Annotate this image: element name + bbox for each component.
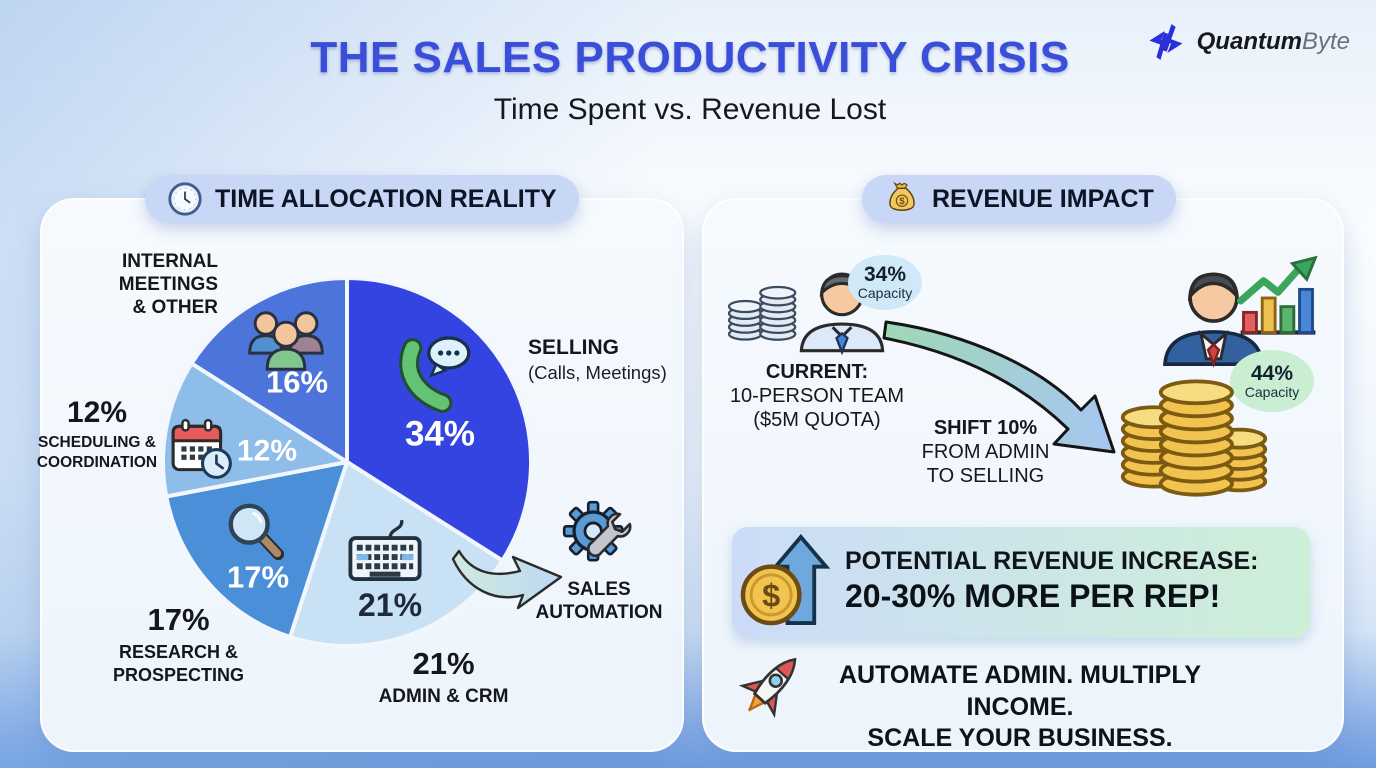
future-capacity-bubble: 44% Capacity [1230,350,1314,412]
pie-slice-research-prospecting [164,460,349,639]
shift-line2: FROM ADMIN [921,441,1050,463]
tagline-line1: AUTOMATE ADMIN. MULTIPLY INCOME. [838,661,1202,721]
slice-label-internal-meetings: INTERNAL MEETINGS & OTHER [118,251,218,319]
qb-logo-icon [1143,20,1189,64]
pie-pct-label: 16% [266,365,328,400]
page-subtitle: Time Spent vs. Revenue Lost [493,93,887,126]
tagline: AUTOMATE ADMIN. MULTIPLY INCOME. SCALE Y… [790,660,1250,755]
slice-label-selling-block: SELLING (Calls, Meetings) [528,336,678,384]
current-team-text: CURRENT: 10-PERSON TEAM ($5M QUOTA) [722,360,912,432]
revenue-line1: POTENTIAL REVENUE INCREASE: [845,547,1259,575]
future-capacity-label: Capacity [1244,383,1300,400]
current-capacity-bubble: 34% Capacity [848,255,922,310]
tagline-line2: SCALE YOUR BUSINESS. [867,724,1173,752]
automation-label: SALES AUTOMATION [535,579,663,624]
money-bag-icon [884,181,920,217]
growth-chart-icon [1232,252,1324,344]
slice-pct-research: 17% [147,602,210,637]
pie-pct-label: 21% [358,587,422,623]
current-capacity-label: Capacity [857,285,913,302]
revenue-impact-title: REVENUE IMPACT [932,184,1154,213]
current-line3: ($5M QUOTA) [753,409,881,431]
clock-icon [167,181,203,217]
slice-sublabel-selling: (Calls, Meetings) [528,362,667,383]
shift-text: SHIFT 10% FROM ADMIN TO SELLING [898,416,1073,488]
future-capacity-value: 44% [1250,361,1294,385]
pie-pct-label: 17% [227,560,289,595]
time-allocation-pill: TIME ALLOCATION REALITY [145,175,579,223]
slice-label-research: RESEARCH & PROSPECTING [112,642,245,685]
slice-label-admin: ADMIN & CRM [378,686,509,707]
time-allocation-pie-chart: 34% 21% 17% 12% 16% [161,276,534,649]
current-line1: CURRENT: [765,361,869,383]
current-capacity-value: 34% [863,263,907,287]
time-allocation-title: TIME ALLOCATION REALITY [215,184,557,213]
revenue-impact-pill: REVENUE IMPACT [862,175,1176,223]
shift-line3: TO SELLING [926,465,1045,487]
revenue-line2: 20-30% MORE PER REP! [845,577,1221,614]
slice-label-scheduling: SCHEDULING & COORDINATION [36,434,158,472]
slice-pct-scheduling: 12% [66,396,128,429]
slice-pct-admin: 21% [412,646,475,681]
pie-pct-label: 34% [405,415,475,454]
current-line2: 10-PERSON TEAM [729,385,905,407]
shift-line1: SHIFT 10% [933,417,1038,439]
brand-name-bold: Quantum [1196,28,1302,55]
gear-wrench-icon [562,500,632,570]
brand-name-light: Byte [1301,28,1350,55]
revenue-increase-text: POTENTIAL REVENUE INCREASE: 20-30% MORE … [845,545,1305,614]
brand-logo: QuantumByte [1143,20,1350,64]
revenue-increase-box: POTENTIAL REVENUE INCREASE: 20-30% MORE … [732,527,1310,638]
page-title: THE SALES PRODUCTIVITY CRISIS [310,33,1070,82]
shift-arrow [882,320,1116,454]
coin-up-arrow-icon [740,534,835,629]
slice-label-selling: SELLING [528,336,620,359]
automation-arrow [451,549,563,610]
pie-pct-label: 12% [237,435,297,468]
gold-coins-icon [1118,346,1270,498]
